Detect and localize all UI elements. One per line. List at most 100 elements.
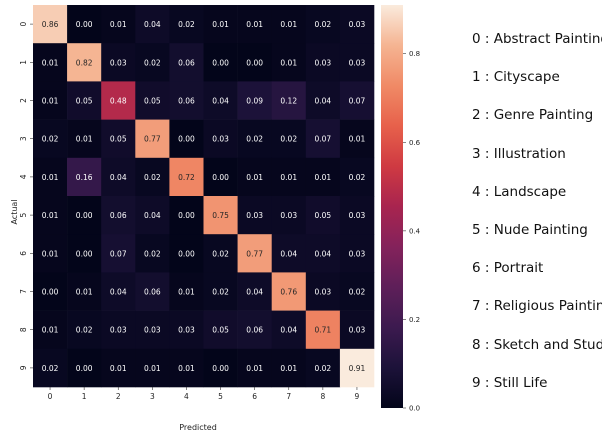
y-tick-label: 7 (19, 289, 28, 294)
cell-value-label: 0.02 (314, 364, 331, 373)
cell-value-label: 0.04 (144, 20, 161, 29)
cell-value-label: 0.03 (246, 211, 263, 220)
cell-value-label: 0.04 (110, 173, 127, 182)
cell-value-label: 0.01 (42, 249, 59, 258)
cell-value-label: 0.01 (42, 58, 59, 67)
cell-value-label: 0.07 (349, 97, 366, 106)
legend-item: 3 : Illustration (472, 142, 602, 180)
cell-value-label: 0.03 (110, 58, 127, 67)
y-tick-label: 2 (19, 98, 28, 103)
cell-value-label: 0.01 (280, 364, 297, 373)
x-tick-label: 4 (184, 392, 189, 401)
y-tick-label: 4 (19, 174, 28, 179)
cell-value-label: 0.03 (280, 211, 297, 220)
cell-value-label: 0.86 (42, 20, 59, 29)
cell-value-label: 0.03 (349, 249, 366, 258)
cell-value-label: 0.01 (144, 364, 161, 373)
legend-item: 1 : Cityscape (472, 65, 602, 103)
cell-value-label: 0.01 (110, 364, 127, 373)
cell-value-label: 0.01 (280, 20, 297, 29)
cell-value-label: 0.04 (212, 97, 229, 106)
cell-value-label: 0.02 (144, 173, 161, 182)
x-tick-label: 8 (320, 392, 325, 401)
cell-value-label: 0.02 (280, 135, 297, 144)
cell-value-label: 0.03 (349, 20, 366, 29)
cell-value-label: 0.00 (212, 58, 229, 67)
cell-value-label: 0.48 (110, 97, 127, 106)
cell-value-label: 0.01 (42, 97, 59, 106)
class-legend: 0 : Abstract Painting 1 : Cityscape 2 : Ge… (472, 27, 602, 409)
cell-value-label: 0.02 (314, 20, 331, 29)
cell-value-label: 0.12 (280, 97, 297, 106)
cell-value-label: 0.01 (42, 326, 59, 335)
y-axis-ticks: 0123456789 (19, 21, 33, 370)
cell-value-label: 0.01 (280, 58, 297, 67)
x-tick-label: 5 (218, 392, 223, 401)
colorbar (381, 5, 403, 408)
colorbar-tick-label: 0.0 (409, 405, 420, 413)
cell-value-label: 0.01 (246, 173, 263, 182)
cell-value-label: 0.02 (42, 135, 59, 144)
cell-value-label: 0.00 (76, 20, 93, 29)
cell-value-label: 0.77 (246, 249, 263, 258)
cell-value-label: 0.01 (349, 135, 366, 144)
legend-item: 6 : Portrait (472, 256, 602, 294)
cell-value-label: 0.01 (178, 364, 195, 373)
cell-value-label: 0.02 (144, 249, 161, 258)
cell-value-label: 0.07 (314, 135, 331, 144)
cell-value-label: 0.05 (212, 326, 229, 335)
cell-value-label: 0.03 (349, 326, 366, 335)
y-tick-label: 8 (19, 327, 28, 332)
cell-value-label: 0.01 (110, 20, 127, 29)
cell-value-label: 0.91 (349, 364, 366, 373)
cell-value-label: 0.82 (76, 58, 93, 67)
cell-value-label: 0.02 (144, 58, 161, 67)
y-axis-label: Actual (10, 199, 19, 224)
y-tick-label: 6 (19, 251, 28, 256)
cell-value-label: 0.06 (178, 58, 195, 67)
cell-value-label: 0.02 (178, 20, 195, 29)
cell-value-label: 0.01 (76, 135, 93, 144)
cell-value-label: 0.00 (178, 249, 195, 258)
cell-value-label: 0.03 (349, 58, 366, 67)
cell-value-label: 0.03 (144, 326, 161, 335)
cell-value-label: 0.02 (76, 326, 93, 335)
cell-value-label: 0.00 (212, 173, 229, 182)
colorbar-tick-label: 0.6 (409, 139, 421, 147)
cell-value-label: 0.01 (246, 364, 263, 373)
legend-item: 5 : Nude Painting (472, 218, 602, 256)
cell-value-label: 0.06 (144, 288, 161, 297)
cell-value-label: 0.03 (178, 326, 195, 335)
cell-value-label: 0.01 (76, 288, 93, 297)
legend-item: 2 : Genre Painting (472, 103, 602, 141)
cell-value-label: 0.09 (246, 97, 263, 106)
cell-value-label: 0.05 (76, 97, 93, 106)
y-tick-label: 5 (19, 212, 28, 217)
cell-value-label: 0.04 (110, 288, 127, 297)
cell-value-label: 0.03 (314, 288, 331, 297)
cell-value-label: 0.04 (280, 326, 297, 335)
legend-item: 4 : Landscape (472, 180, 602, 218)
cell-value-label: 0.03 (212, 135, 229, 144)
cell-value-label: 0.01 (178, 288, 195, 297)
cell-value-label: 0.01 (212, 20, 229, 29)
x-tick-label: 3 (150, 392, 155, 401)
cell-value-label: 0.02 (212, 288, 229, 297)
cell-value-label: 0.04 (246, 288, 263, 297)
cell-value-label: 0.71 (314, 326, 331, 335)
cell-value-label: 0.75 (212, 211, 229, 220)
cell-value-label: 0.06 (110, 211, 127, 220)
colorbar-tick-label: 0.4 (409, 227, 421, 235)
cell-value-label: 0.16 (76, 173, 93, 182)
x-axis-ticks: 0123456789 (48, 387, 360, 401)
x-tick-label: 7 (286, 392, 291, 401)
cell-value-label: 0.00 (178, 211, 195, 220)
x-tick-label: 1 (82, 392, 87, 401)
cell-value-label: 0.00 (246, 58, 263, 67)
cell-value-label: 0.00 (76, 249, 93, 258)
cell-value-label: 0.06 (246, 326, 263, 335)
cell-value-label: 0.01 (42, 173, 59, 182)
cell-value-label: 0.01 (314, 173, 331, 182)
cell-value-label: 0.72 (178, 173, 195, 182)
cell-value-label: 0.05 (314, 211, 331, 220)
